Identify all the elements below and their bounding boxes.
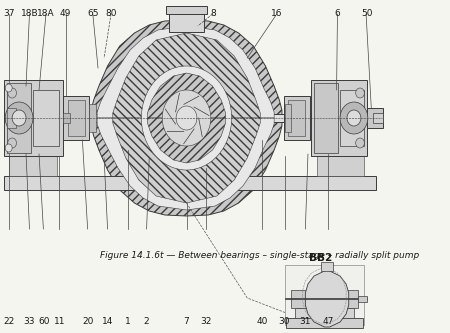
Bar: [63, 96, 90, 140]
Polygon shape: [97, 26, 274, 118]
Bar: [288, 100, 306, 136]
Polygon shape: [113, 118, 260, 203]
Circle shape: [5, 84, 12, 92]
Bar: [284, 104, 292, 132]
Circle shape: [356, 138, 364, 148]
Bar: [373, 113, 383, 123]
Circle shape: [356, 88, 364, 98]
Bar: [284, 96, 310, 140]
Bar: [68, 100, 85, 136]
Text: 7: 7: [183, 317, 189, 326]
Bar: [340, 90, 364, 146]
Circle shape: [8, 138, 17, 148]
Bar: [169, 10, 204, 32]
Polygon shape: [306, 268, 349, 327]
Text: 65: 65: [87, 9, 99, 18]
Bar: [33, 90, 59, 146]
Text: 37: 37: [3, 9, 14, 18]
Text: 30: 30: [279, 317, 290, 326]
Text: 40: 40: [256, 317, 268, 326]
Circle shape: [340, 102, 368, 134]
Circle shape: [162, 90, 211, 146]
Circle shape: [12, 110, 26, 126]
Bar: [317, 156, 364, 176]
Text: 11: 11: [54, 317, 65, 326]
Text: 33: 33: [23, 317, 35, 326]
Bar: [341, 290, 358, 308]
Polygon shape: [113, 33, 260, 118]
Text: 18B: 18B: [20, 9, 38, 18]
Circle shape: [5, 102, 33, 134]
Circle shape: [176, 106, 197, 130]
Text: 18A: 18A: [37, 9, 54, 18]
Bar: [7, 108, 16, 128]
Bar: [295, 308, 310, 318]
Text: 31: 31: [300, 317, 311, 326]
Text: 6: 6: [335, 9, 341, 18]
Bar: [338, 308, 354, 318]
Text: Figure 14.1.6t — Between bearings – single-stage – radially split pump: Figure 14.1.6t — Between bearings – sing…: [100, 251, 419, 260]
Text: 50: 50: [361, 9, 373, 18]
Polygon shape: [91, 20, 282, 118]
Bar: [314, 83, 338, 153]
Bar: [367, 108, 382, 128]
Circle shape: [347, 110, 361, 126]
Text: 2: 2: [144, 317, 149, 326]
Bar: [358, 296, 367, 302]
Text: 14: 14: [102, 317, 113, 326]
Bar: [90, 104, 96, 132]
Text: 20: 20: [82, 317, 94, 326]
Text: 16: 16: [271, 9, 283, 18]
Bar: [291, 290, 308, 308]
Text: 80: 80: [105, 9, 117, 18]
Text: 8: 8: [210, 9, 216, 18]
Text: 1: 1: [125, 317, 131, 326]
Polygon shape: [91, 118, 282, 216]
Circle shape: [8, 88, 17, 98]
Circle shape: [141, 66, 232, 170]
Bar: [4, 80, 63, 156]
Bar: [310, 80, 367, 156]
Text: 47: 47: [322, 317, 333, 326]
Bar: [284, 265, 364, 325]
Bar: [4, 114, 373, 122]
Bar: [4, 176, 376, 190]
Bar: [63, 113, 70, 123]
Text: BB2: BB2: [309, 253, 333, 263]
Text: 32: 32: [200, 317, 212, 326]
Bar: [286, 318, 363, 328]
Circle shape: [5, 144, 12, 152]
Bar: [7, 83, 31, 153]
Bar: [321, 262, 333, 271]
Polygon shape: [148, 118, 225, 163]
Bar: [166, 6, 207, 14]
Bar: [9, 156, 57, 176]
Text: 49: 49: [60, 9, 71, 18]
Polygon shape: [148, 73, 225, 118]
Polygon shape: [97, 118, 274, 210]
Text: 22: 22: [3, 317, 14, 326]
Text: 60: 60: [38, 317, 50, 326]
